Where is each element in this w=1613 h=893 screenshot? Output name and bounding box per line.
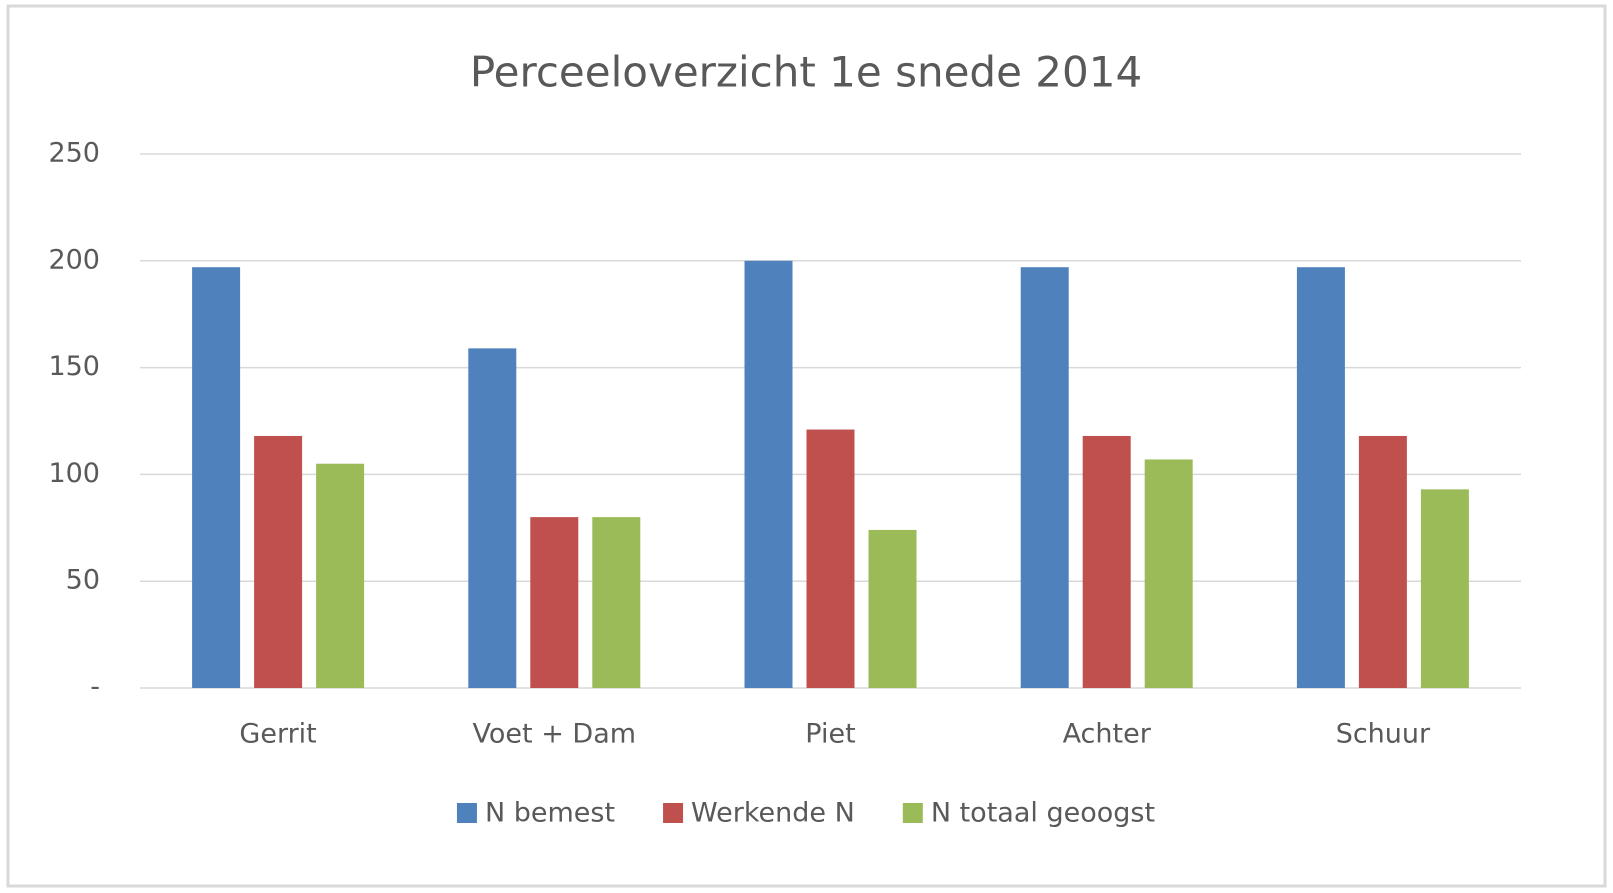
bar (806, 429, 855, 688)
bar (530, 517, 579, 688)
bar (1144, 459, 1193, 688)
legend-label: N bemest (485, 798, 615, 829)
bar (868, 529, 917, 688)
bar (592, 517, 641, 688)
chart-title: Perceeloverzicht 1e snede 2014 (470, 48, 1142, 97)
y-tick-label: 150 (48, 351, 100, 382)
bar (192, 267, 241, 688)
legend-label: Werkende N (691, 798, 855, 829)
y-tick-label: - (90, 672, 100, 703)
y-tick-label: 200 (48, 244, 100, 275)
y-tick-label: 50 (66, 565, 100, 596)
legend-swatch (663, 803, 684, 823)
x-tick-label: Piet (805, 719, 855, 750)
x-tick-label: Gerrit (239, 719, 316, 750)
y-tick-label: 100 (48, 458, 100, 489)
bar (468, 348, 517, 688)
bar (316, 463, 365, 688)
bar (744, 260, 793, 688)
legend-label: N totaal geoogst (931, 798, 1155, 829)
bar (1358, 435, 1407, 688)
legend-swatch (902, 803, 923, 823)
x-tick-label: Schuur (1336, 719, 1431, 750)
bar (1296, 267, 1345, 688)
bar (1020, 267, 1069, 688)
bar (254, 435, 303, 688)
bar (1082, 435, 1131, 688)
x-tick-label: Achter (1063, 719, 1152, 750)
x-tick-label: Voet + Dam (473, 719, 637, 750)
legend-swatch (456, 803, 477, 823)
y-tick-label: 250 (48, 138, 100, 169)
bar (1420, 489, 1469, 688)
